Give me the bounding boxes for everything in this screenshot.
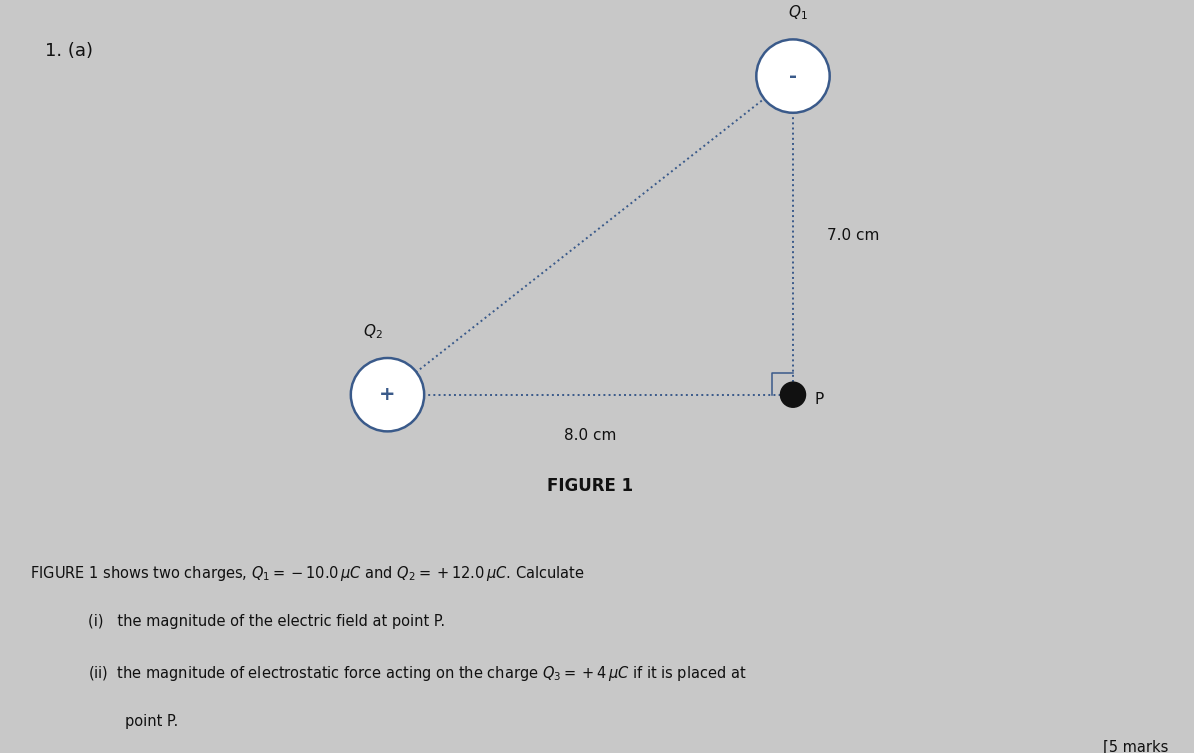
Text: [5 marks: [5 marks — [1103, 739, 1169, 753]
Text: (i)   the magnitude of the electric field at point P.: (i) the magnitude of the electric field … — [88, 614, 445, 629]
Text: -: - — [789, 66, 796, 86]
Circle shape — [756, 39, 830, 113]
Text: point P.: point P. — [88, 715, 178, 729]
Text: $Q_1$: $Q_1$ — [788, 3, 807, 22]
Text: P: P — [814, 392, 824, 407]
Text: +: + — [380, 386, 395, 404]
Circle shape — [351, 358, 424, 431]
Text: $Q_2$: $Q_2$ — [363, 322, 383, 340]
Text: 8.0 cm: 8.0 cm — [564, 428, 616, 444]
Text: FIGURE 1 shows two charges, $Q_1 = -10.0\,\mu C$ and $Q_2 = +12.0\,\mu C$. Calcu: FIGURE 1 shows two charges, $Q_1 = -10.0… — [30, 564, 585, 583]
Circle shape — [781, 382, 806, 407]
Text: FIGURE 1: FIGURE 1 — [547, 477, 633, 495]
Text: (ii)  the magnitude of electrostatic force acting on the charge $Q_3 = +4\,\mu C: (ii) the magnitude of electrostatic forc… — [88, 664, 746, 683]
Text: 7.0 cm: 7.0 cm — [826, 228, 879, 243]
Text: 1. (a): 1. (a) — [44, 42, 93, 60]
